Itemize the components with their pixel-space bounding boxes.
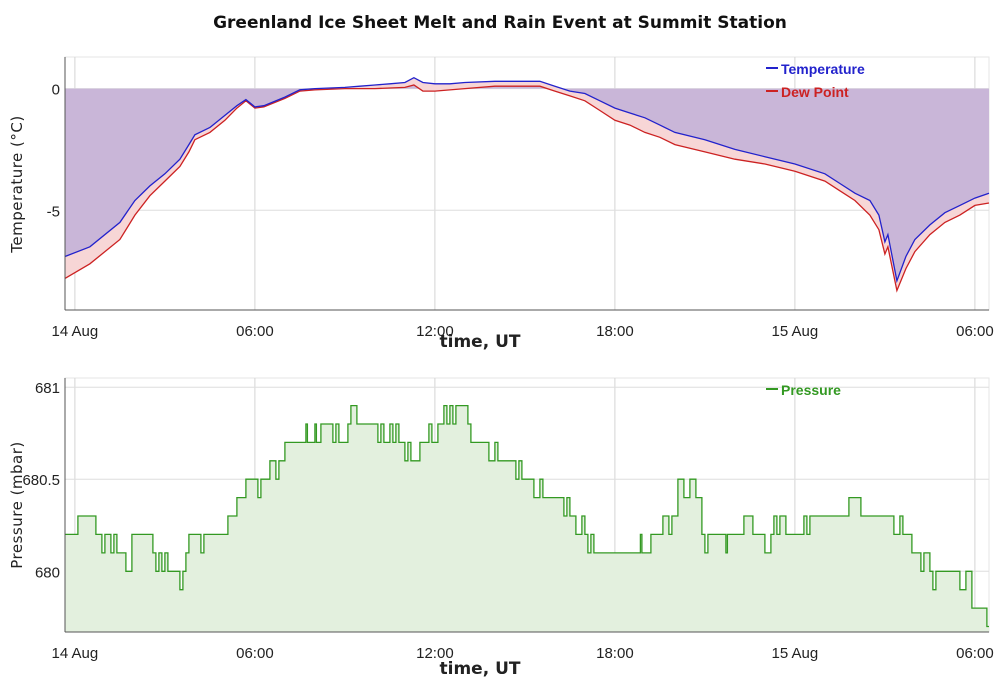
y-tick-label: 680.5 <box>22 472 60 489</box>
chart-title: Greenland Ice Sheet Melt and Rain Event … <box>213 13 787 33</box>
x-tick-label: 18:00 <box>596 645 634 662</box>
y-tick-label: -5 <box>47 203 60 220</box>
legend-label-pressure: Pressure <box>781 382 841 398</box>
temperature-y-axis-title: Temperature (°C) <box>8 115 26 253</box>
dew-point-line <box>64 84 990 293</box>
x-tick-label: 12:00 <box>416 323 454 340</box>
pressure-legend: Pressure <box>766 382 841 398</box>
y-tick-label: 681 <box>35 380 60 397</box>
y-tick-label: 0 <box>52 82 60 99</box>
pressure-marks <box>65 404 989 632</box>
pressure-y-ticks: 681 680.5 680 <box>22 380 60 581</box>
temperature-panel: 14 Aug 06:00 12:00 18:00 15 Aug 06:00 0 -5 Tem… <box>8 56 994 352</box>
x-tick-label: 14 Aug <box>52 645 99 662</box>
y-tick-label: 680 <box>35 564 60 581</box>
x-tick-label: 12:00 <box>416 645 454 662</box>
x-tick-label: 15 Aug <box>772 323 819 340</box>
temperature-line <box>64 76 990 284</box>
temperature-legend: Temperature Dew Point <box>766 61 865 100</box>
temperature-below-zero-area <box>65 77 989 281</box>
pressure-line <box>65 404 989 628</box>
x-tick-label: 06:00 <box>956 323 994 340</box>
x-tick-label: 06:00 <box>236 323 274 340</box>
temperature-x-axis-title: time, UT <box>440 332 521 352</box>
legend-label-temperature: Temperature <box>781 61 865 77</box>
temperature-x-ticks: 14 Aug 06:00 12:00 18:00 15 Aug 06:00 <box>52 323 994 340</box>
pressure-y-axis-title: Pressure (mbar) <box>8 441 26 569</box>
legend-label-dew-point: Dew Point <box>781 84 849 100</box>
x-tick-label: 15 Aug <box>772 645 819 662</box>
pressure-x-ticks: 14 Aug 06:00 12:00 18:00 15 Aug 06:00 <box>52 645 994 662</box>
pressure-area <box>65 405 989 632</box>
temperature-y-ticks: 0 -5 <box>47 82 60 221</box>
x-tick-label: 06:00 <box>236 645 274 662</box>
pressure-x-axis-title: time, UT <box>440 659 521 679</box>
pressure-panel: 14 Aug 06:00 12:00 18:00 15 Aug 06:00 681 680.… <box>8 377 994 679</box>
x-tick-label: 06:00 <box>956 645 994 662</box>
temperature-marks <box>64 76 990 293</box>
x-tick-label: 18:00 <box>596 323 634 340</box>
x-tick-label: 14 Aug <box>52 323 99 340</box>
